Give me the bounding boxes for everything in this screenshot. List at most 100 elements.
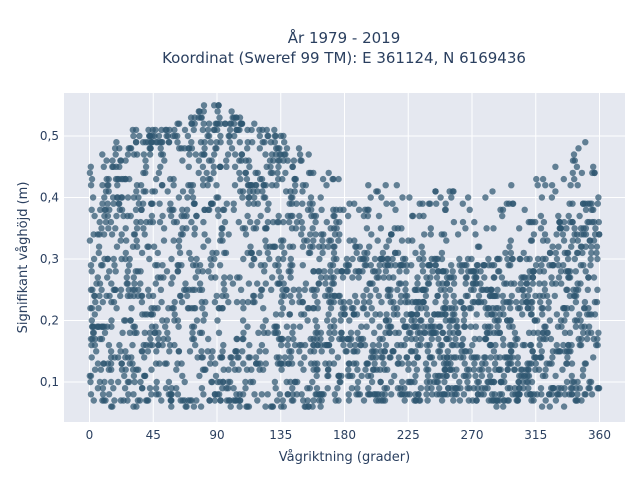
data-point bbox=[236, 114, 244, 121]
data-point bbox=[139, 385, 146, 392]
data-point bbox=[119, 329, 126, 336]
data-point bbox=[171, 311, 178, 318]
data-point bbox=[189, 194, 197, 201]
data-point bbox=[584, 286, 591, 293]
data-point bbox=[414, 286, 421, 293]
data-point bbox=[192, 305, 199, 312]
data-point bbox=[330, 298, 337, 306]
data-point bbox=[280, 132, 287, 140]
data-point bbox=[151, 132, 158, 140]
data-point bbox=[121, 317, 128, 324]
data-point bbox=[133, 243, 141, 250]
data-point bbox=[444, 385, 452, 392]
data-point bbox=[572, 298, 580, 306]
data-point bbox=[277, 237, 285, 244]
data-point bbox=[336, 335, 343, 343]
data-point bbox=[325, 311, 332, 318]
data-point bbox=[557, 268, 565, 275]
data-point bbox=[341, 311, 348, 318]
data-point bbox=[192, 341, 199, 349]
x-tick-label: 360 bbox=[588, 428, 611, 442]
data-point bbox=[569, 169, 576, 177]
data-point bbox=[121, 385, 129, 392]
data-point bbox=[367, 262, 374, 269]
data-point bbox=[310, 286, 317, 293]
data-point bbox=[570, 151, 578, 158]
data-point bbox=[438, 249, 446, 257]
data-point bbox=[216, 391, 223, 398]
data-point bbox=[361, 262, 368, 269]
data-point bbox=[192, 151, 199, 158]
data-point bbox=[167, 391, 175, 398]
data-point bbox=[376, 323, 383, 330]
data-point bbox=[86, 169, 94, 177]
data-point bbox=[215, 329, 223, 336]
data-point bbox=[184, 194, 191, 201]
data-point bbox=[519, 378, 527, 386]
data-point bbox=[440, 391, 448, 398]
data-point bbox=[310, 268, 317, 275]
data-point bbox=[152, 126, 159, 134]
data-point bbox=[229, 360, 236, 367]
data-point bbox=[111, 397, 118, 404]
data-point bbox=[465, 366, 473, 373]
data-point bbox=[414, 280, 421, 287]
data-point bbox=[209, 378, 216, 386]
data-point bbox=[124, 292, 131, 300]
data-point bbox=[454, 231, 462, 238]
data-point bbox=[501, 280, 508, 287]
data-point bbox=[297, 360, 304, 367]
data-point bbox=[349, 274, 356, 281]
data-point bbox=[587, 262, 594, 269]
data-point bbox=[264, 249, 271, 257]
data-point bbox=[224, 151, 232, 158]
data-point bbox=[200, 317, 207, 324]
data-point bbox=[281, 249, 288, 257]
data-point bbox=[594, 286, 601, 293]
data-point bbox=[105, 188, 112, 195]
data-point bbox=[481, 323, 489, 330]
data-point bbox=[267, 163, 274, 170]
data-point bbox=[420, 255, 427, 263]
data-point bbox=[266, 255, 273, 263]
data-point bbox=[377, 378, 384, 386]
data-point bbox=[183, 206, 191, 213]
data-point bbox=[436, 323, 444, 330]
data-point bbox=[107, 218, 115, 226]
data-point bbox=[272, 385, 279, 392]
data-point bbox=[585, 274, 592, 281]
data-point bbox=[563, 360, 571, 367]
data-point bbox=[509, 255, 516, 263]
data-point bbox=[543, 360, 550, 367]
data-point bbox=[289, 391, 296, 398]
data-point bbox=[289, 212, 296, 220]
data-point bbox=[591, 218, 598, 226]
data-point bbox=[278, 335, 285, 343]
data-point bbox=[275, 163, 282, 170]
data-point bbox=[404, 298, 412, 306]
data-point bbox=[113, 212, 120, 220]
data-point bbox=[376, 311, 384, 318]
scatter-points bbox=[86, 102, 603, 410]
data-point bbox=[153, 378, 160, 386]
data-point bbox=[401, 397, 408, 404]
data-point bbox=[163, 268, 171, 275]
data-point bbox=[226, 126, 234, 134]
data-point bbox=[582, 391, 589, 398]
data-point bbox=[508, 182, 515, 189]
data-point bbox=[219, 206, 227, 213]
data-point bbox=[381, 385, 388, 392]
data-point bbox=[363, 255, 370, 263]
data-point bbox=[289, 329, 296, 336]
data-point bbox=[484, 385, 491, 392]
data-point bbox=[506, 243, 513, 250]
data-point bbox=[223, 385, 230, 392]
data-point bbox=[273, 182, 280, 189]
data-point bbox=[120, 175, 127, 183]
data-point bbox=[174, 268, 182, 275]
data-point bbox=[130, 274, 137, 281]
data-point bbox=[555, 385, 562, 392]
data-point bbox=[288, 298, 296, 306]
data-point bbox=[553, 231, 560, 238]
data-point bbox=[325, 372, 332, 380]
